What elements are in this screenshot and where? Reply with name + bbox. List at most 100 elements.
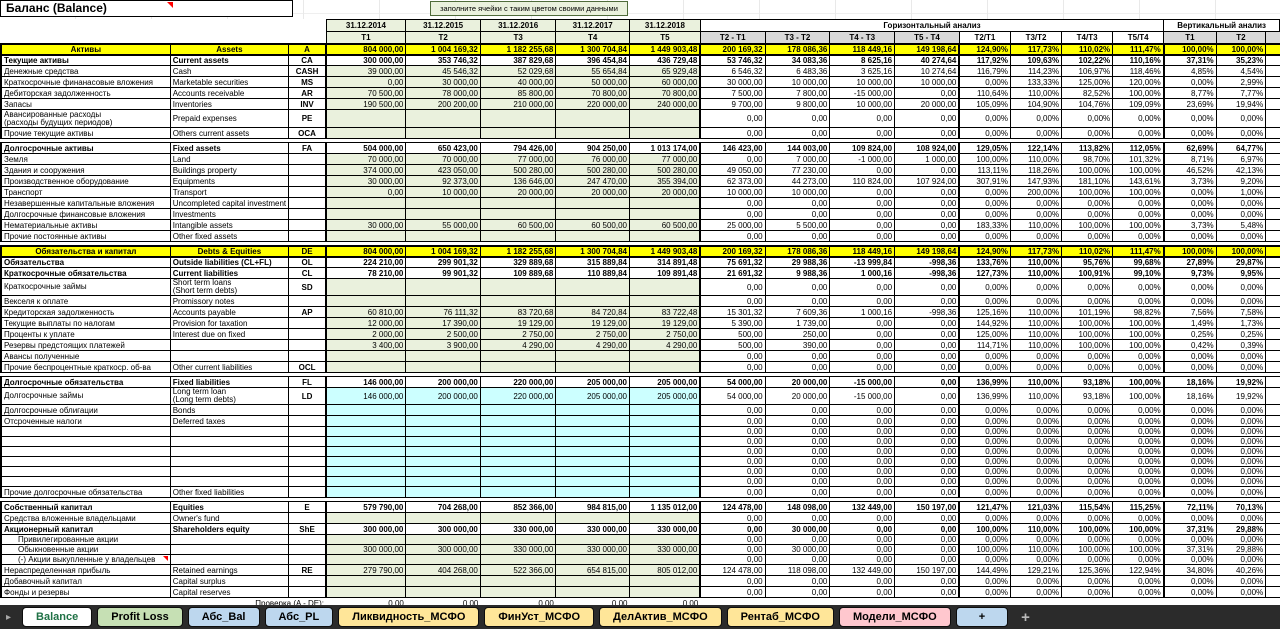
- vertical-cell[interactable]: 35,23%: [1215, 54, 1267, 66]
- diff-cell[interactable]: 3 625,16: [829, 65, 896, 77]
- ratio-cell[interactable]: 82,52%: [1061, 87, 1114, 99]
- diff-cell[interactable]: -15 000,00: [829, 387, 896, 405]
- vertical-cell[interactable]: 42,13%: [1215, 164, 1267, 176]
- row-code[interactable]: OCA: [288, 127, 328, 139]
- row-label-en[interactable]: Interest due on fixed: [169, 328, 290, 340]
- row-label-en[interactable]: Other current liabilities: [169, 361, 290, 373]
- value-cell[interactable]: 205 000,00: [629, 387, 702, 405]
- value-cell[interactable]: [555, 426, 630, 437]
- ratio-cell[interactable]: 100,00%: [1061, 186, 1114, 198]
- value-cell[interactable]: [325, 476, 407, 487]
- row-code[interactable]: DE: [288, 244, 328, 258]
- row-label-ru[interactable]: Привилегированные акции: [0, 534, 171, 545]
- ratio-cell[interactable]: 0,00%: [1009, 436, 1063, 447]
- ratio-cell[interactable]: 101,19%: [1061, 306, 1114, 318]
- row-code[interactable]: AP: [288, 306, 328, 318]
- row-label-en[interactable]: Others current assets: [169, 127, 290, 139]
- value-cell[interactable]: [325, 512, 407, 524]
- ratio-cell[interactable]: 116,79%: [958, 65, 1011, 77]
- diff-cell[interactable]: 0,00: [894, 523, 961, 535]
- diff-cell[interactable]: 0,00: [699, 197, 766, 209]
- diff-cell[interactable]: 0,00: [894, 466, 961, 477]
- vertical-cell[interactable]: 0,00%: [1215, 512, 1267, 524]
- ratio-cell[interactable]: 0,00%: [1009, 278, 1063, 296]
- diff-cell[interactable]: 7 800,00: [764, 87, 831, 99]
- period-header[interactable]: T5: [629, 31, 701, 44]
- value-cell[interactable]: [405, 575, 481, 587]
- vertical-analysis-header[interactable]: Вертикальный анализ: [1163, 19, 1280, 32]
- ratio-cell[interactable]: 99,10%: [1112, 267, 1165, 279]
- vertical-cell[interactable]: 0,42%: [1163, 339, 1217, 351]
- ratio-cell[interactable]: 0,00%: [1009, 415, 1063, 427]
- ratio-cell[interactable]: 110,00%: [1009, 387, 1063, 405]
- diff-cell[interactable]: 178 086,36: [764, 42, 831, 56]
- vertical-cell[interactable]: 9,95%: [1215, 267, 1267, 279]
- value-cell[interactable]: 92 373,00: [405, 175, 481, 187]
- row-code[interactable]: A: [288, 42, 328, 56]
- diff-cell[interactable]: 0,00: [829, 278, 896, 296]
- ratio-cell[interactable]: 100,00%: [1112, 523, 1165, 535]
- value-cell[interactable]: [325, 575, 407, 587]
- diff-cell[interactable]: 0,00: [699, 486, 766, 498]
- row-code[interactable]: AR: [288, 87, 328, 99]
- value-cell[interactable]: 17 390,00: [405, 317, 481, 329]
- diff-cell[interactable]: 0,00: [829, 486, 896, 498]
- diff-cell[interactable]: 0,00: [829, 317, 896, 329]
- vertical-cell[interactable]: 46,52%: [1163, 164, 1217, 176]
- row-label-en[interactable]: Assets: [169, 42, 290, 56]
- row-label-ru[interactable]: Долгосрочные облигации: [0, 404, 171, 416]
- value-cell[interactable]: 99 901,32: [405, 267, 481, 279]
- value-cell[interactable]: [405, 197, 481, 209]
- value-cell[interactable]: [555, 575, 630, 587]
- value-cell[interactable]: 794 426,00: [479, 142, 557, 154]
- vertical-cell[interactable]: 100,00%: [1163, 244, 1217, 258]
- ratio-cell[interactable]: 144,49%: [958, 564, 1011, 576]
- diff-cell[interactable]: 0,00: [699, 109, 766, 128]
- vertical-cell[interactable]: 0,00%: [1163, 426, 1217, 437]
- vertical-cell[interactable]: 0,00%: [1163, 554, 1217, 565]
- value-cell[interactable]: 220 000,00: [479, 376, 557, 388]
- ratio-cell[interactable]: 0,00%: [1061, 197, 1114, 209]
- tab-nav-arrow-icon[interactable]: ▸: [6, 611, 12, 623]
- row-label-en[interactable]: Outside liabilities (CL+FL): [169, 256, 290, 268]
- diff-cell[interactable]: 0,00: [894, 87, 961, 99]
- row-label-ru[interactable]: Собственный капитал: [0, 501, 171, 513]
- ratio-cell[interactable]: 0,00%: [1009, 446, 1063, 457]
- diff-cell[interactable]: 0,00: [699, 127, 766, 139]
- sheet-tab-balance[interactable]: Balance: [22, 607, 93, 627]
- diff-cell[interactable]: 178 086,36: [764, 244, 831, 258]
- ratio-cell[interactable]: 0,00%: [1112, 350, 1165, 362]
- value-cell[interactable]: [629, 575, 702, 587]
- ratio-cell[interactable]: 0,00%: [1061, 476, 1114, 487]
- value-cell[interactable]: 109 889,68: [479, 267, 557, 279]
- ratio-cell[interactable]: 0,00%: [1112, 486, 1165, 498]
- row-label-ru[interactable]: Акционерный капитал: [0, 523, 171, 535]
- diff-cell[interactable]: 0,00: [699, 153, 766, 165]
- ratio-cell[interactable]: 0,00%: [1009, 456, 1063, 467]
- row-code[interactable]: E: [288, 501, 328, 513]
- row-code[interactable]: [288, 512, 328, 524]
- value-cell[interactable]: 60 000,00: [629, 76, 702, 88]
- ratio-cell[interactable]: 0,00%: [958, 512, 1011, 524]
- value-cell[interactable]: [479, 446, 557, 457]
- value-cell[interactable]: [405, 486, 481, 498]
- diff-cell[interactable]: 0,00: [764, 575, 831, 587]
- row-code[interactable]: [288, 295, 328, 307]
- vertical-cell[interactable]: 40,26%: [1215, 564, 1267, 576]
- value-cell[interactable]: 423 050,00: [405, 164, 481, 176]
- vertical-cell[interactable]: 37,31%: [1163, 54, 1217, 66]
- row-code[interactable]: RE: [288, 564, 328, 576]
- row-code[interactable]: FA: [288, 142, 328, 154]
- value-cell[interactable]: 78 210,00: [325, 267, 407, 279]
- row-code[interactable]: [288, 466, 328, 477]
- diff-cell[interactable]: 0,00: [764, 295, 831, 307]
- row-label-ru[interactable]: Активы: [0, 42, 171, 56]
- diff-cell[interactable]: 0,00: [829, 186, 896, 198]
- diff-cell[interactable]: 0,00: [829, 127, 896, 139]
- row-label-ru[interactable]: Проценты к уплате: [0, 328, 171, 340]
- ratio-cell[interactable]: 100,00%: [1061, 219, 1114, 231]
- diff-header[interactable]: T4 - T3: [829, 31, 896, 44]
- row-label-en[interactable]: Intangible assets: [169, 219, 290, 231]
- diff-cell[interactable]: 0,00: [829, 295, 896, 307]
- ratio-cell[interactable]: 0,00%: [1009, 554, 1063, 565]
